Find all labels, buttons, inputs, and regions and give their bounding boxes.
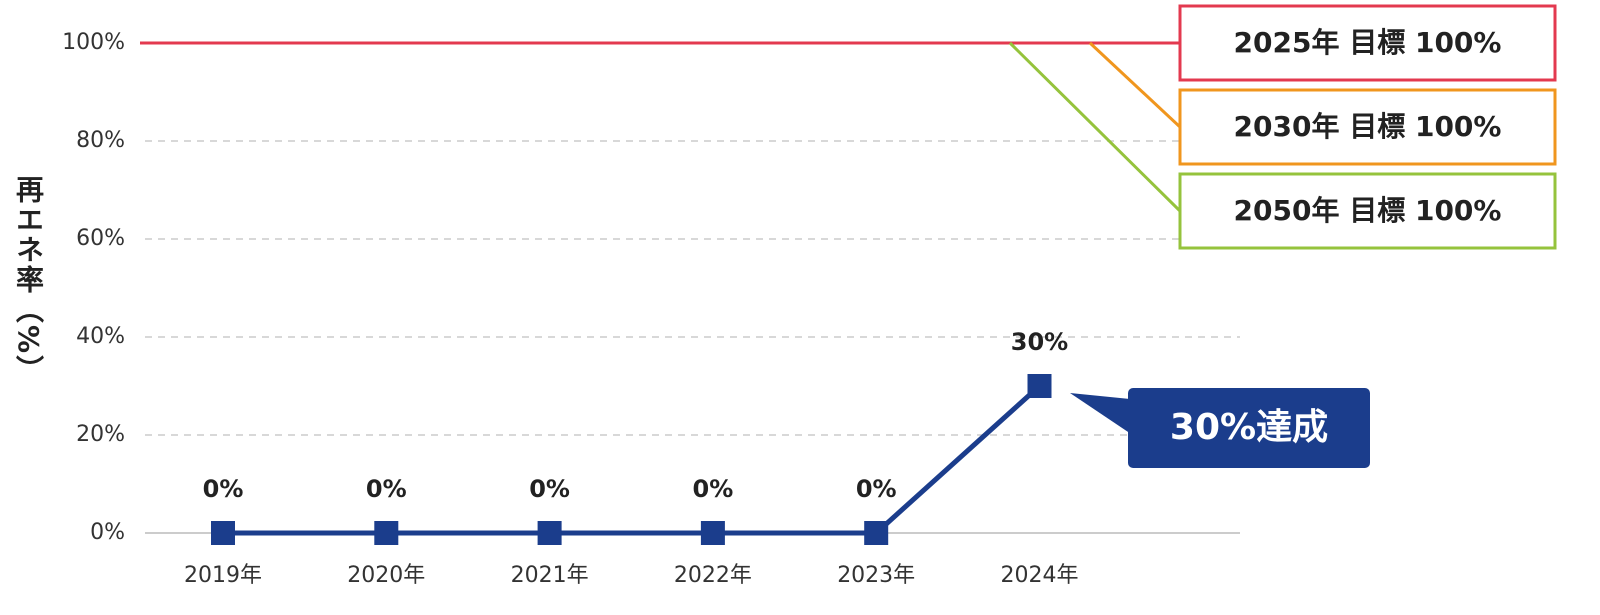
y-tick-label: 80% (76, 128, 125, 153)
target-leader (1088, 41, 1182, 129)
callout-text: 30%達成 (1170, 407, 1328, 448)
data-point (1027, 374, 1052, 398)
y-tick-label: 40% (76, 324, 125, 349)
value-label: 0% (856, 475, 897, 503)
value-label: 0% (203, 475, 244, 503)
y-tick-label: 20% (76, 422, 125, 447)
data-point (374, 521, 399, 545)
x-tick-label: 2024年 (1001, 563, 1079, 588)
data-point (211, 521, 235, 545)
series-line (223, 384, 1042, 536)
target-box (1178, 172, 1557, 250)
x-tick-label: 2021年 (511, 563, 589, 588)
value-label: 0% (529, 475, 570, 503)
y-tick-label: 60% (76, 226, 125, 251)
value-label: 0% (693, 475, 734, 503)
target-label: 2030年 目標 100% (1234, 110, 1502, 143)
target-box (1178, 88, 1557, 166)
callout-box (1128, 388, 1370, 468)
value-label: 30% (1011, 328, 1068, 356)
x-tick-label: 2022年 (674, 563, 752, 588)
callout-pointer (1070, 393, 1140, 440)
data-point (537, 521, 562, 545)
target-label: 2025年 目標 100% (1234, 26, 1502, 59)
x-tick-label: 2019年 (184, 563, 262, 588)
x-tick-label: 2020年 (347, 563, 425, 588)
x-tick-label: 2023年 (837, 563, 915, 588)
y-axis-label: 再エネ率（%） (12, 175, 45, 386)
data-point (864, 521, 889, 545)
target-box (1178, 4, 1557, 82)
data-point (700, 521, 725, 545)
y-tick-label: 100% (62, 30, 125, 55)
value-label: 0% (366, 475, 407, 503)
y-tick-label: 0% (90, 520, 125, 545)
target-label: 2050年 目標 100% (1234, 194, 1502, 227)
target-leader (1008, 41, 1182, 213)
